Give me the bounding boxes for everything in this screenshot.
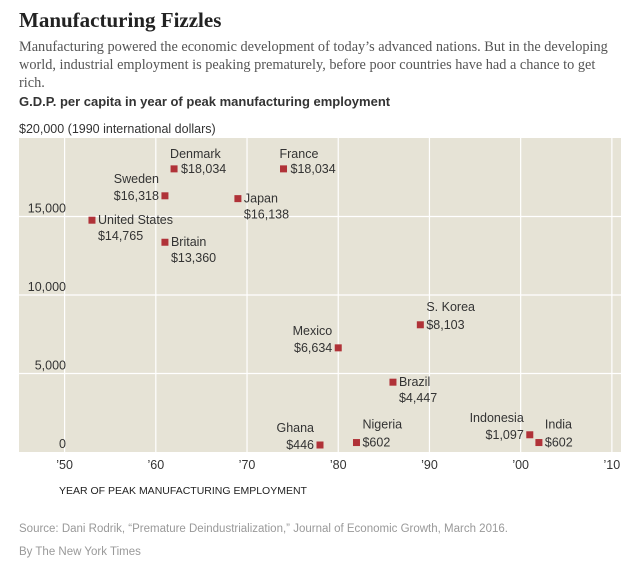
point-label-value: $18,034 [181, 162, 226, 176]
x-tick-label: ’00 [512, 458, 529, 472]
credit-line: By The New York Times [19, 546, 141, 558]
y-axis-unit-label: $20,000 (1990 international dollars) [19, 122, 216, 136]
point-label-value: $14,765 [98, 229, 143, 243]
data-point [352, 439, 360, 447]
point-label-country: India [545, 418, 572, 432]
point-label-value: $16,138 [244, 208, 289, 222]
chart-title: G.D.P. per capita in year of peak manufa… [19, 94, 391, 109]
y-axis-label: (1990 international dollars) [64, 122, 215, 136]
point-label-value: $8,103 [426, 318, 464, 332]
point-label-value: $16,318 [114, 189, 159, 203]
data-point [161, 238, 169, 246]
data-point [416, 321, 424, 329]
x-tick-label: ’80 [330, 458, 347, 472]
point-label-value: $446 [286, 438, 314, 452]
x-tick-label: ’60 [147, 458, 164, 472]
point-label-country: Indonesia [470, 411, 524, 425]
point-label-value: $18,034 [291, 162, 336, 176]
headline: Manufacturing Fizzles [19, 8, 222, 32]
point-label-value: $602 [362, 436, 390, 450]
point-label-country: Ghana [276, 421, 314, 435]
y-tick-label: 15,000 [28, 202, 66, 216]
point-label-country: Brazil [399, 375, 430, 389]
point-label-country: France [280, 147, 319, 161]
point-label-country: Britain [171, 235, 206, 249]
x-tick-label: ’90 [421, 458, 438, 472]
data-point [161, 192, 169, 200]
x-axis-label: YEAR OF PEAK MANUFACTURING EMPLOYMENT [59, 485, 308, 497]
point-label-value: $1,097 [486, 428, 524, 442]
point-label-value: $6,634 [294, 341, 332, 355]
point-label-country: Japan [244, 192, 278, 206]
subhead: Manufacturing powered the economic devel… [19, 39, 608, 91]
data-point [334, 344, 342, 352]
point-label-value: $13,360 [171, 251, 216, 265]
data-point [389, 378, 397, 386]
data-point [526, 431, 534, 439]
point-label-country: S. Korea [426, 300, 475, 314]
point-label-value: $602 [545, 436, 573, 450]
point-label-country: United States [98, 213, 173, 227]
data-point [535, 439, 543, 447]
point-label-country: Denmark [170, 147, 221, 161]
y-tick-label: 5,000 [35, 359, 66, 373]
point-label-value: $4,447 [399, 391, 437, 405]
x-tick-label: ’70 [239, 458, 256, 472]
data-point [316, 441, 324, 449]
source-note: Source: Dani Rodrik, “Premature Deindust… [19, 523, 508, 535]
x-tick-label: ’50 [56, 458, 73, 472]
point-label-country: Sweden [114, 172, 159, 186]
scatter-chart: 0 5,000 10,000 15,000 $20,000 (1990 internat… [19, 122, 621, 497]
x-tick-label: ’10 [604, 458, 621, 472]
data-point [88, 216, 96, 224]
point-label-country: Nigeria [362, 418, 402, 432]
point-label-country: Mexico [293, 324, 333, 338]
data-point [280, 165, 288, 173]
data-point [234, 195, 242, 203]
y-tick-label: 10,000 [28, 280, 66, 294]
y-tick-label: 0 [59, 437, 66, 451]
data-point [170, 165, 178, 173]
